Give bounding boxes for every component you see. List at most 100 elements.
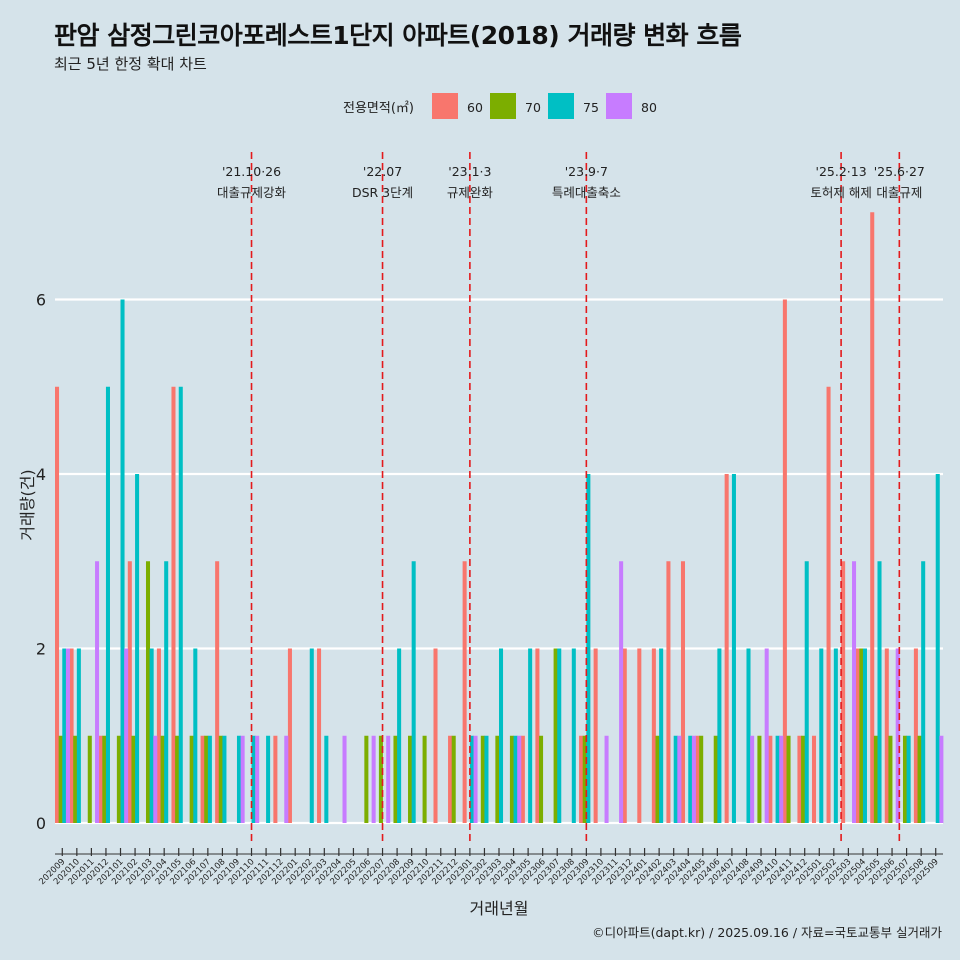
bar-75-202104 — [164, 561, 169, 823]
bar-60-202402 — [651, 648, 656, 823]
bar-75-202507 — [906, 735, 911, 823]
bar-75-202302 — [484, 735, 489, 823]
bar-80-202503 — [852, 561, 857, 823]
bar-70-202210 — [422, 735, 427, 823]
bar-70-202208 — [393, 735, 398, 823]
bar-60-202401 — [637, 648, 642, 823]
bar-75-202111 — [266, 735, 271, 823]
bar-70-202506 — [888, 735, 893, 823]
bar-75-202509 — [935, 474, 940, 823]
bar-80-202506 — [895, 648, 900, 823]
bar-70-202303 — [495, 735, 500, 823]
bar-75-202309 — [586, 474, 591, 823]
bar-75-202402 — [659, 648, 664, 823]
bar-75-202010 — [76, 648, 81, 823]
bar-60-202411 — [782, 299, 787, 823]
bar-75-202303 — [499, 648, 504, 823]
bar-70-202302 — [480, 735, 485, 823]
event-desc-label: 대출규제강화 — [217, 185, 287, 200]
bar-70-202402 — [655, 735, 660, 823]
event-desc-label: 규제완화 — [447, 185, 494, 200]
bar-60-202112 — [273, 735, 278, 823]
bar-75-202012 — [105, 386, 110, 823]
bar-80-202311 — [619, 561, 624, 823]
bar-70-202104 — [160, 735, 165, 823]
bar-80-202110 — [255, 735, 260, 823]
bar-75-202406 — [717, 648, 722, 823]
bar-75-202101 — [120, 299, 125, 823]
legend-label-60: 60 — [467, 100, 483, 115]
bar-70-202504 — [859, 648, 864, 823]
bar-80-202404 — [691, 735, 696, 823]
legend-swatch-75 — [548, 93, 574, 119]
bar-80-202101 — [124, 648, 129, 823]
bar-60-202505 — [870, 212, 875, 823]
bar-80-202410 — [779, 735, 784, 823]
bar-70-202405 — [699, 735, 704, 823]
bar-60-202102 — [127, 561, 132, 823]
event-date-label: '23.1·3 — [448, 164, 491, 179]
bar-75-202103 — [149, 648, 154, 823]
bar-60-202506 — [884, 648, 889, 823]
bar-60-202502 — [826, 386, 831, 823]
bar-60-202309 — [579, 735, 584, 823]
bar-80-202009 — [65, 648, 70, 823]
bar-75-202208 — [397, 648, 402, 823]
bar-75-202502 — [833, 648, 838, 823]
bar-70-202011 — [87, 735, 92, 823]
bar-60-202009 — [55, 386, 60, 823]
y-tick-label: 0 — [36, 814, 46, 833]
event-desc-label: 토허제 해제 — [810, 185, 871, 200]
chart-subtitle: 최근 5년 한정 확대 차트 — [54, 55, 207, 73]
bar-75-202209 — [411, 561, 416, 823]
bar-75-202109 — [236, 735, 242, 823]
bar-60-202212 — [448, 735, 453, 823]
bar-60-202301 — [462, 561, 467, 823]
bar-75-202307 — [557, 648, 562, 823]
bar-60-202012 — [98, 735, 103, 823]
bar-80-202408 — [750, 735, 755, 823]
bar-60-202104 — [156, 648, 161, 823]
bar-70-202507 — [902, 735, 908, 823]
bar-80-202301 — [473, 735, 478, 823]
bar-60-202312 — [622, 648, 627, 823]
bar-80-202206 — [371, 735, 376, 823]
legend-label-80: 80 — [641, 100, 657, 115]
bar-80-202011 — [95, 561, 100, 823]
legend-label-70: 70 — [525, 100, 541, 115]
bar-75-202508 — [921, 561, 926, 823]
bar-60-202407 — [724, 474, 729, 823]
bar-75-202305 — [528, 648, 533, 823]
y-tick-label: 2 — [36, 640, 46, 659]
bar-70-202309 — [582, 735, 587, 823]
bar-60-202211 — [433, 648, 438, 823]
bar-70-202103 — [145, 561, 151, 823]
bar-60-202310 — [593, 648, 598, 823]
bar-80-202112 — [284, 735, 289, 823]
bar-80-202310 — [604, 735, 609, 823]
event-date-label: '23.9·7 — [565, 164, 608, 179]
bar-75-202102 — [135, 474, 140, 823]
bar-80-202204 — [342, 735, 347, 823]
y-tick-label: 6 — [36, 291, 46, 310]
bar-70-202010 — [73, 735, 78, 823]
bar-60-202306 — [535, 648, 540, 823]
event-date-label: '25.2·13 — [816, 164, 867, 179]
bar-80-202103 — [153, 735, 158, 823]
bar-60-202404 — [680, 561, 686, 823]
event-date-label: '25.6·27 — [874, 164, 925, 179]
bar-75-202408 — [746, 648, 751, 823]
event-date-label: '22.07 — [363, 164, 402, 179]
bar-70-202508 — [917, 735, 922, 823]
bar-60-202508 — [913, 648, 918, 823]
bar-75-202203 — [324, 735, 329, 823]
chart-title: 판암 삼정그린코아포레스트1단지 아파트(2018) 거래량 변화 흐름 — [54, 21, 742, 50]
bar-70-202307 — [553, 648, 558, 823]
bar-75-202308 — [571, 648, 576, 823]
event-desc-label: 특례대출축소 — [552, 185, 621, 200]
bar-70-202102 — [131, 735, 136, 823]
bar-75-202108 — [222, 735, 227, 823]
event-desc-label: 대출규제 — [876, 185, 922, 200]
bar-75-202403 — [673, 735, 678, 823]
bar-70-202306 — [539, 735, 544, 823]
